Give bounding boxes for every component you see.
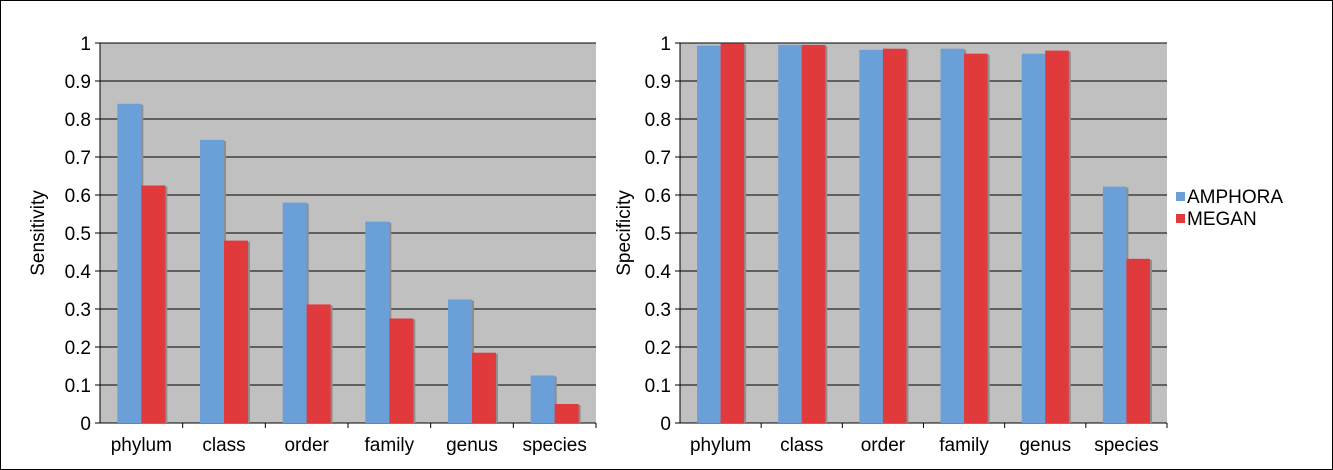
specificity-bar-megan-family [964, 53, 988, 423]
sensitivity-y-tick-label: 0.3 [65, 300, 91, 321]
specificity-y-tick-label: 0.4 [645, 262, 672, 283]
sensitivity-bar-amphora-genus [448, 299, 472, 423]
sensitivity-x-tick-label-class: class [202, 435, 245, 456]
sensitivity-y-tick-label: 0.6 [65, 186, 91, 207]
specificity-y-tick-label: 0.1 [645, 376, 671, 397]
specificity-bar-amphora-family [940, 48, 965, 423]
specificity-bar-megan-phylum [720, 43, 745, 423]
specificity-x-tick-label-phylum: phylum [690, 435, 751, 456]
specificity-bar-amphora-species [1102, 186, 1127, 423]
specificity-bar-megan-genus [1045, 50, 1069, 423]
specificity-y-tick-label: 1 [660, 34, 671, 55]
specificity-chart: Specificity 0 0.1 0.2 0.3 0.4 0.5 0.6 0.7 0.8 0.9… [614, 34, 1168, 456]
sensitivity-bar-megan-class [224, 240, 248, 423]
legend-swatch-megan [1176, 214, 1185, 223]
sensitivity-x-tick-label-species: species [522, 435, 586, 456]
sensitivity-x-tick-label-order: order [284, 435, 329, 456]
specificity-y-tick-label: 0.8 [645, 110, 671, 131]
sensitivity-x-tick-label-phylum: phylum [111, 435, 172, 456]
sensitivity-bar-amphora-species [530, 375, 555, 423]
sensitivity-bar-megan-species [554, 404, 579, 423]
specificity-bar-megan-species [1126, 258, 1150, 423]
specificity-y-tick-label: 0.7 [645, 148, 671, 169]
specificity-x-tick-label-class: class [780, 435, 823, 456]
legend-label-megan: MEGAN [1187, 209, 1257, 230]
legend-swatch-amphora [1176, 192, 1185, 201]
sensitivity-y-tick-label: 0.9 [65, 72, 91, 93]
sensitivity-bar-amphora-order [282, 202, 307, 423]
specificity-bar-amphora-order [859, 49, 883, 424]
sensitivity-x-tick-label-genus: genus [446, 435, 498, 456]
sensitivity-bar-megan-family [389, 318, 414, 423]
specificity-y-tick-label: 0 [660, 414, 671, 435]
legend-label-amphora: AMPHORA [1187, 187, 1283, 208]
sensitivity-bar-amphora-phylum [117, 103, 142, 424]
sensitivity-bar-amphora-family [365, 221, 390, 423]
sensitivity-bar-megan-genus [472, 352, 496, 423]
specificity-y-tick-label: 0.2 [645, 338, 671, 359]
legend: AMPHORA MEGAN [1176, 187, 1283, 230]
specificity-bar-megan-class [801, 44, 826, 424]
sensitivity-y-tick-label: 0.8 [65, 110, 91, 131]
specificity-bar-megan-order [882, 48, 907, 423]
sensitivity-y-tick-label: 0.7 [65, 148, 91, 169]
specificity-y-tick-label: 0.9 [645, 72, 671, 93]
sensitivity-y-tick-label: 0 [80, 414, 91, 435]
specificity-bar-amphora-phylum [697, 45, 721, 423]
sensitivity-y-tick-label: 0.4 [65, 262, 92, 283]
specificity-y-tick-label: 0.5 [645, 224, 671, 245]
sensitivity-y-axis-label: Sensitivity [28, 190, 49, 276]
sensitivity-y-tick-label: 0.5 [65, 224, 91, 245]
specificity-y-axis-label: Specificity [614, 190, 635, 276]
specificity-y-tick-label: 0.6 [645, 186, 671, 207]
specificity-x-tick-label-family: family [939, 435, 989, 456]
sensitivity-y-tick-label: 0.2 [65, 338, 91, 359]
specificity-x-tick-label-order: order [861, 435, 906, 456]
specificity-y-tick-label: 0.3 [645, 300, 671, 321]
sensitivity-y-tick-label: 1 [80, 34, 91, 55]
specificity-x-tick-label-species: species [1094, 435, 1158, 456]
sensitivity-x-tick-label-family: family [365, 435, 415, 456]
sensitivity-bar-amphora-class [200, 139, 224, 423]
sensitivity-chart: Sensitivity 0 0.1 0.2 0.3 0.4 0.5 0.6 0.7 0.8 0.9… [28, 34, 597, 456]
sensitivity-y-tick-label: 0.1 [65, 376, 91, 397]
sensitivity-bar-megan-order [306, 304, 331, 423]
sensitivity-bar-megan-phylum [141, 185, 166, 423]
specificity-bar-amphora-genus [1021, 53, 1046, 423]
specificity-x-tick-label-genus: genus [1019, 435, 1071, 456]
specificity-bar-amphora-class [778, 44, 802, 424]
